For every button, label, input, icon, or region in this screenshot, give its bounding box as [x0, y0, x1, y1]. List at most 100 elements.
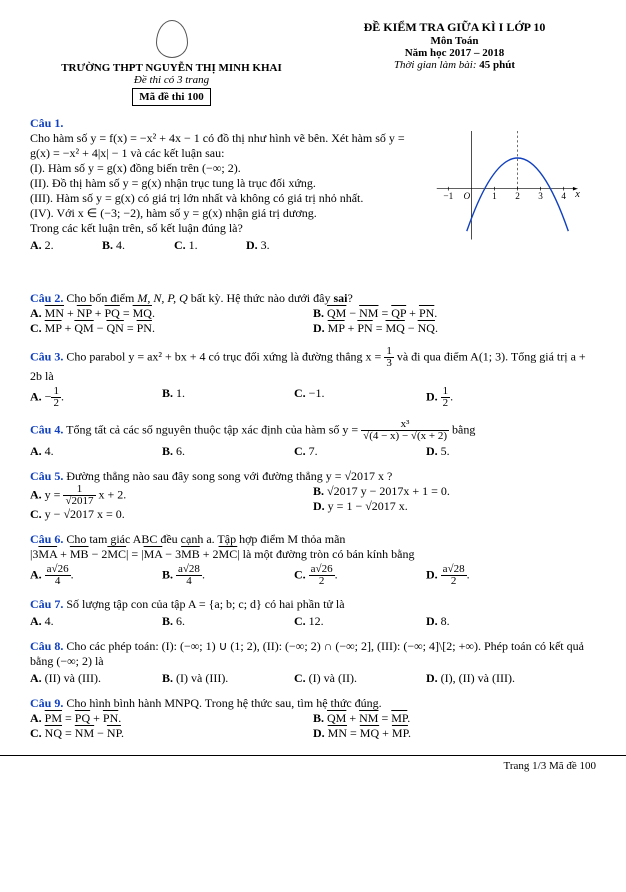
q8-choices: A. (II) và (III). B. (I) và (III). C. (I…	[30, 671, 596, 686]
q7-text: Số lượng tập con của tập A = {a; b; c; d…	[66, 597, 344, 611]
q1-choices: A. 2. B. 4. C. 1. D. 3.	[30, 238, 406, 253]
q5-label: Câu 5.	[30, 469, 63, 483]
question-7: Câu 7. Số lượng tập con của tập A = {a; …	[30, 597, 596, 629]
q2-D: D. MP + PN = MQ − NQ.	[313, 321, 596, 336]
q5-D: D. y = 1 − √2017 x.	[313, 499, 596, 514]
question-4: Câu 4. Tổng tất cả các số nguyên thuộc t…	[30, 419, 596, 459]
q4-text: Tổng tất cả các số nguyên thuộc tập xác …	[66, 422, 361, 436]
q4-choices: A. 4. B. 6. C. 7. D. 5.	[30, 444, 596, 459]
q3-frac: 13	[384, 346, 394, 369]
svg-text:4: 4	[561, 191, 566, 201]
q7-B: B. 6.	[162, 614, 282, 629]
q4-A: A. 4.	[30, 444, 150, 459]
q2-choices: A. MN + NP + PQ = MQ. C. MP + QM − QN = …	[30, 306, 596, 336]
q9-A: A. PM = PQ + PN.	[30, 711, 313, 726]
q8-label: Câu 8.	[30, 639, 63, 653]
q9-label: Câu 9.	[30, 696, 63, 710]
q7-D: D. 8.	[426, 614, 546, 629]
time: Thời gian làm bài: 45 phút	[313, 59, 596, 71]
q6-text1: Cho tam giác ABC đều cạnh a. Tập hợp điể…	[66, 532, 345, 546]
q9-D: D. MN = MQ + MP.	[313, 726, 596, 741]
q8-C: C. (I) và (II).	[294, 671, 414, 686]
q8-B: B. (I) và (III).	[162, 671, 282, 686]
svg-text:O: O	[463, 191, 470, 201]
q6-B: B. a√284.	[162, 564, 282, 587]
svg-text:−1: −1	[443, 191, 453, 201]
q1-body: Cho hàm số y = f(x) = −x² + 4x − 1 có đồ…	[30, 131, 406, 281]
exam-title: ĐỀ KIỂM TRA GIỮA KÌ I LỚP 10	[313, 20, 596, 35]
q3-choices: A. −12. B. 1. C. −1. D. 12.	[30, 386, 596, 409]
q7-A: A. 4.	[30, 614, 150, 629]
q1-intro: Cho hàm số y = f(x) = −x² + 4x − 1 có đồ…	[30, 131, 406, 161]
q2-text: Cho bốn điểm M, N, P, Q bất kỳ. Hệ thức …	[66, 291, 352, 305]
q1-iii: (III). Hàm số y = g(x) có giá trị lớn nh…	[30, 191, 406, 206]
q3-label: Câu 3.	[30, 349, 63, 363]
q4-label: Câu 4.	[30, 422, 63, 436]
header-left: TRƯỜNG THPT NGUYỄN THỊ MINH KHAI Đề thi …	[30, 20, 313, 106]
q1-D: D. 3.	[246, 238, 306, 253]
q9-choices: A. PM = PQ + PN. C. NQ = NM − NP. B. QM …	[30, 711, 596, 741]
q8-D: D. (I), (II) và (III).	[426, 671, 546, 686]
question-6: Câu 6. Cho tam giác ABC đều cạnh a. Tập …	[30, 532, 596, 587]
q8-A: A. (II) và (III).	[30, 671, 150, 686]
q9-C: C. NQ = NM − NP.	[30, 726, 313, 741]
q6-label: Câu 6.	[30, 532, 63, 546]
question-3: Câu 3. Cho parabol y = ax² + bx + 4 có t…	[30, 346, 596, 409]
question-8: Câu 8. Cho các phép toán: (I): (−∞; 1) ∪…	[30, 639, 596, 686]
q6-bar: |3MA + MB − 2MC| = |MA − 3MB + 2MC| là m…	[30, 547, 596, 562]
q6-C: C. a√262.	[294, 564, 414, 587]
question-2: Câu 2. Cho bốn điểm M, N, P, Q bất kỳ. H…	[30, 291, 596, 336]
q4-B: B. 6.	[162, 444, 282, 459]
q2-C: C. MP + QM − QN = PN.	[30, 321, 313, 336]
q7-label: Câu 7.	[30, 597, 63, 611]
q3-A: A. −12.	[30, 386, 150, 409]
q5-B: B. √2017 y − 2017x + 1 = 0.	[313, 484, 596, 499]
q4-tail: bằng	[452, 422, 475, 436]
q4-frac: x³√(4 − x) − √(x + 2)	[361, 419, 449, 442]
q6-choices: A. a√264. B. a√284. C. a√262. D. a√282.	[30, 564, 596, 587]
q2-label: Câu 2.	[30, 291, 63, 305]
question-1: Câu 1. Cho hàm số y = f(x) = −x² + 4x − …	[30, 116, 596, 281]
svg-text:1: 1	[492, 191, 497, 201]
exam-code: Mã đề thi 100	[132, 88, 210, 106]
q3-B: B. 1.	[162, 386, 282, 409]
q8-text: Cho các phép toán: (I): (−∞; 1) ∪ (1; 2)…	[30, 639, 584, 668]
q3-D: D. 12.	[426, 386, 546, 409]
q5-A: A. y = 1√2017 x + 2.	[30, 484, 313, 507]
q3-text-a: Cho parabol y = ax² + bx + 4 có trục đối…	[66, 349, 384, 363]
q5-choices: A. y = 1√2017 x + 2. C. y − √2017 x = 0.…	[30, 484, 596, 522]
q1-graph: x y −1 1 2 3 4 3 O	[416, 131, 596, 281]
q9-text: Cho hình bình hành MNPQ. Trong hệ thức s…	[66, 696, 381, 710]
page: TRƯỜNG THPT NGUYỄN THỊ MINH KHAI Đề thi …	[0, 0, 626, 755]
school-name: TRƯỜNG THPT NGUYỄN THỊ MINH KHAI	[30, 62, 313, 74]
q1-B: B. 4.	[102, 238, 162, 253]
q1-A: A. 2.	[30, 238, 90, 253]
q1-i: (I). Hàm số y = g(x) đồng biến trên (−∞;…	[30, 161, 406, 176]
q1-ii: (II). Đồ thị hàm số y = g(x) nhận trục t…	[30, 176, 406, 191]
question-5: Câu 5. Đường thẳng nào sau đây song song…	[30, 469, 596, 522]
q2-A: A. MN + NP + PQ = MQ.	[30, 306, 313, 321]
q1-C: C. 1.	[174, 238, 234, 253]
year: Năm học 2017 – 2018	[313, 47, 596, 59]
school-logo-icon	[156, 20, 188, 58]
q1-iv: (IV). Với x ∈ (−3; −2), hàm số y = g(x) …	[30, 206, 406, 221]
svg-text:3: 3	[538, 191, 543, 201]
q2-B: B. QM − NM = QP + PN.	[313, 306, 596, 321]
q4-D: D. 5.	[426, 444, 546, 459]
q5-text: Đường thẳng nào sau đây song song với đư…	[66, 469, 392, 483]
header-right: ĐỀ KIỂM TRA GIỮA KÌ I LỚP 10 Môn Toán Nă…	[313, 20, 596, 71]
subject: Môn Toán	[313, 35, 596, 47]
pages-note: Đề thi có 3 trang	[30, 74, 313, 86]
q7-choices: A. 4. B. 6. C. 12. D. 8.	[30, 614, 596, 629]
q6-A: A. a√264.	[30, 564, 150, 587]
q3-C: C. −1.	[294, 386, 414, 409]
q1-ask: Trong các kết luận trên, số kết luận đún…	[30, 221, 406, 236]
q4-C: C. 7.	[294, 444, 414, 459]
q7-C: C. 12.	[294, 614, 414, 629]
header: TRƯỜNG THPT NGUYỄN THỊ MINH KHAI Đề thi …	[30, 20, 596, 106]
svg-text:x: x	[574, 189, 580, 200]
svg-text:2: 2	[515, 191, 520, 201]
page-footer: Trang 1/3 Mã đề 100	[0, 755, 626, 776]
question-9: Câu 9. Cho hình bình hành MNPQ. Trong hệ…	[30, 696, 596, 741]
q6-D: D. a√282.	[426, 564, 546, 587]
